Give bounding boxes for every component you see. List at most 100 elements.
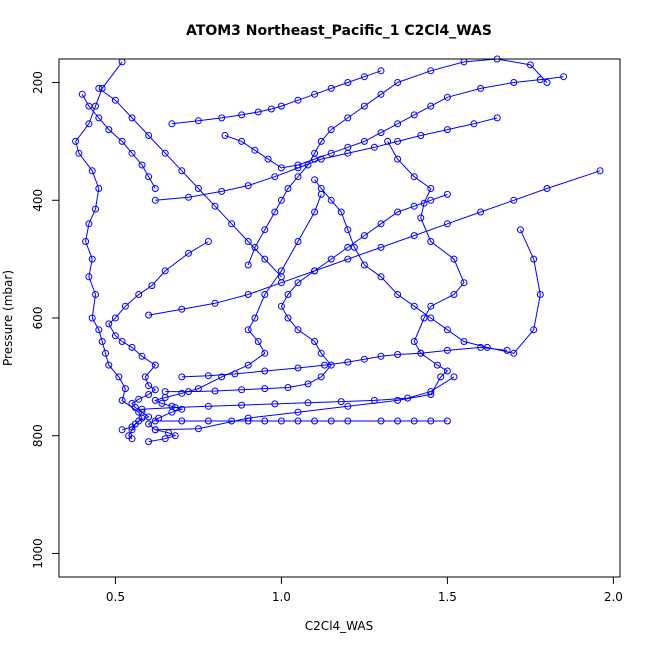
data-point [138,405,146,413]
data-point [88,314,96,322]
data-point [560,73,568,81]
data-point [277,196,285,204]
data-point [450,373,458,381]
data-point [370,396,378,404]
data-point [360,261,368,269]
data-point [311,208,319,216]
data-point [350,243,358,251]
data-point [128,423,136,431]
x-tick-label: 0.5 [106,590,125,604]
data-point [410,417,418,425]
data-point [244,361,252,369]
data-point [377,243,385,251]
data-point [433,361,441,369]
data-point [394,79,402,86]
data-point [317,349,325,357]
data-point [111,96,119,104]
data-point [284,185,292,192]
data-point [211,387,219,395]
data-point [95,185,103,192]
series-7 [178,343,511,381]
data-point [443,326,451,334]
data-point [284,314,292,322]
data-point [377,352,385,360]
series-5 [151,137,468,434]
y-tick-label: 1000 [31,538,45,569]
data-point [394,120,402,128]
data-point [311,338,319,345]
data-point [344,114,352,122]
data-point [138,352,146,360]
series-line [171,70,382,125]
data-point [261,385,269,393]
data-point [427,388,435,396]
data-point [427,314,435,322]
data-point [95,84,103,92]
data-point [417,214,425,222]
data-point [161,388,169,396]
data-point [284,384,292,391]
data-point [394,417,402,425]
data-point [238,401,246,409]
data-point [161,267,169,275]
data-point [115,373,123,381]
data-point [344,417,352,425]
data-point [327,255,335,263]
data-point [138,161,146,169]
data-point [277,164,285,172]
data-point [185,249,192,257]
data-point [98,338,106,345]
data-point [261,349,269,357]
series-9 [145,167,604,319]
data-point [516,226,524,234]
data-point [105,361,113,369]
data-point [503,346,511,354]
data-point [344,243,352,251]
data-point [145,438,153,446]
x-tick-label: 2.0 [604,590,623,604]
series-12 [221,73,568,172]
data-point [78,90,86,98]
y-axis: 200 400 600 800 1000 [31,71,60,569]
data-point [244,291,252,298]
data-point [427,185,435,192]
data-point [510,79,518,86]
data-point [344,358,352,366]
series-15 [95,84,285,281]
data-point [145,132,153,139]
data-point [327,149,335,157]
series-10 [151,114,501,204]
data-point [543,185,551,192]
data-point [231,370,239,378]
data-point [304,380,312,388]
data-point [178,405,186,413]
data-point [394,208,402,216]
data-point [218,114,226,122]
data-point [327,84,335,92]
data-point [294,364,302,372]
data-point [344,402,352,410]
data-point [417,349,425,357]
y-tick-label: 200 [31,71,45,94]
data-point [178,417,186,425]
data-point [111,332,119,340]
data-point [394,155,402,163]
data-point [135,395,143,403]
x-axis: 0.5 1.0 1.5 2.0 [106,576,623,604]
data-point [254,338,262,345]
data-point [105,126,113,134]
data-point [317,185,325,192]
data-point [344,226,352,234]
data-point [526,61,534,69]
data-point [427,196,435,204]
data-point [121,302,129,310]
data-point [95,326,103,334]
data-point [410,302,418,310]
data-point [510,196,518,204]
series-4 [151,417,451,425]
data-point [218,187,226,195]
data-point [238,111,246,119]
data-point [377,220,385,228]
data-point [261,367,269,375]
data-point [477,208,485,216]
